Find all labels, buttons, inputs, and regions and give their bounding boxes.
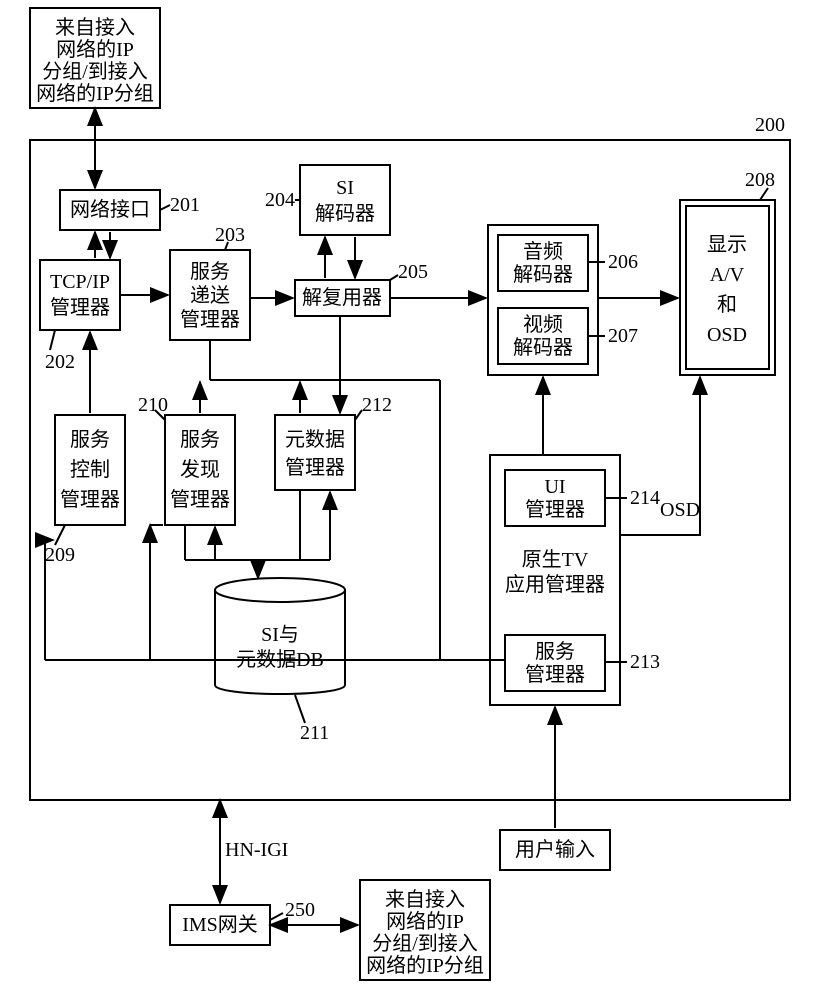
user-input-box: 用户输入 <box>500 830 610 870</box>
user-in-label: 用户输入 <box>515 838 595 861</box>
demux-num: 205 <box>398 261 428 283</box>
svc-ctrl-l3: 管理器 <box>60 488 120 511</box>
si-dec-l1: SI <box>336 177 354 199</box>
disp-l1: 显示 <box>707 234 747 256</box>
demux-label: 解复用器 <box>302 286 382 309</box>
svc-disc-l2: 发现 <box>180 458 220 481</box>
svcmgr-l1: 服务 <box>535 640 575 663</box>
svc-ctrl-num: 209 <box>45 544 75 566</box>
disp-num: 208 <box>745 169 775 191</box>
db-cylinder: SI与 元数据DB <box>215 578 345 694</box>
svc-deliv-l3: 管理器 <box>180 308 240 331</box>
ip-packets-bottom-box: 来自接入 网络的IP 分组/到接入 网络的IP分组 <box>360 880 490 980</box>
meta-mgr-box: 元数据 管理器 <box>275 415 355 490</box>
ims-label: IMS网关 <box>182 913 258 936</box>
vid-num: 207 <box>608 325 638 347</box>
svc-disc-num: 210 <box>138 394 168 416</box>
svc-disc-box: 服务 发现 管理器 <box>165 415 235 525</box>
ip-bot-l2: 网络的IP <box>386 910 464 933</box>
net-if-num: 201 <box>170 194 200 216</box>
si-decoder-box: SI 解码器 <box>300 165 390 235</box>
ip-top-l4: 网络的IP分组 <box>36 82 154 105</box>
svc-deliv-num: 203 <box>215 224 245 246</box>
net-if-label: 网络接口 <box>70 198 150 221</box>
audio-decoder-box: 音频 解码器 <box>498 235 588 291</box>
aud-l1: 音频 <box>523 240 563 263</box>
vid-l1: 视频 <box>523 313 563 336</box>
svc-deliv-l2: 递送 <box>190 284 230 307</box>
vid-l2: 解码器 <box>513 336 573 359</box>
outer-frame-num: 200 <box>755 114 785 136</box>
ip-bot-l4: 网络的IP分组 <box>366 954 484 977</box>
ip-top-l3: 分组/到接入 <box>42 60 148 83</box>
disp-l4: OSD <box>707 324 747 346</box>
demux-box: 解复用器 <box>295 280 390 316</box>
svc-delivery-box: 服务 递送 管理器 <box>170 250 250 340</box>
tcpip-num: 202 <box>45 351 75 373</box>
meta-l2: 管理器 <box>285 456 345 479</box>
aud-l2: 解码器 <box>513 263 573 286</box>
svc-ctrl-box: 服务 控制 管理器 <box>55 415 125 525</box>
tcpip-mgr-box: TCP/IP 管理器 <box>40 260 120 330</box>
svc-disc-l3: 管理器 <box>170 488 230 511</box>
ui-num: 214 <box>630 487 660 509</box>
ui-l2: 管理器 <box>525 498 585 521</box>
disp-l3: 和 <box>717 293 737 316</box>
disp-l2: A/V <box>710 264 745 286</box>
native-l1: 原生TV <box>522 548 589 571</box>
ui-mgr-box: UI 管理器 <box>505 470 605 526</box>
meta-num: 212 <box>362 394 392 416</box>
svc-ctrl-l1: 服务 <box>70 428 110 451</box>
db-l1: SI与 <box>261 623 299 646</box>
svc-disc-l1: 服务 <box>180 428 220 451</box>
svc-deliv-l1: 服务 <box>190 260 230 283</box>
network-interface-box: 网络接口 <box>60 190 160 230</box>
ip-top-l2: 网络的IP <box>56 38 134 61</box>
hn-igi-label: HN-IGI <box>225 839 288 861</box>
tcpip-l2: 管理器 <box>50 296 110 319</box>
native-l2: 应用管理器 <box>505 573 605 596</box>
outer-frame <box>30 140 790 800</box>
ip-packets-top-box: 来自接入 网络的IP 分组/到接入 网络的IP分组 <box>30 8 160 108</box>
meta-l1: 元数据 <box>285 428 345 451</box>
svc-ctrl-l2: 控制 <box>70 458 110 481</box>
video-decoder-box: 视频 解码器 <box>498 308 588 364</box>
ui-l1: UI <box>544 476 565 498</box>
db-num: 211 <box>300 722 329 744</box>
ims-num: 250 <box>285 899 315 921</box>
ims-gateway-box: IMS网关 <box>170 905 270 945</box>
svcmgr-l2: 管理器 <box>525 663 585 686</box>
svcmgr-num: 213 <box>630 651 660 673</box>
tcpip-l1: TCP/IP <box>50 271 110 293</box>
svc-mgr-box: 服务 管理器 <box>505 635 605 691</box>
osd-label: OSD <box>660 499 700 521</box>
si-dec-l2: 解码器 <box>315 202 375 225</box>
ip-bot-l1: 来自接入 <box>385 888 465 911</box>
aud-num: 206 <box>608 251 638 273</box>
ip-bot-l3: 分组/到接入 <box>372 932 478 955</box>
display-box: 显示 A/V 和 OSD <box>680 200 775 375</box>
si-dec-num: 204 <box>265 189 295 211</box>
ip-top-l1: 来自接入 <box>55 16 135 39</box>
